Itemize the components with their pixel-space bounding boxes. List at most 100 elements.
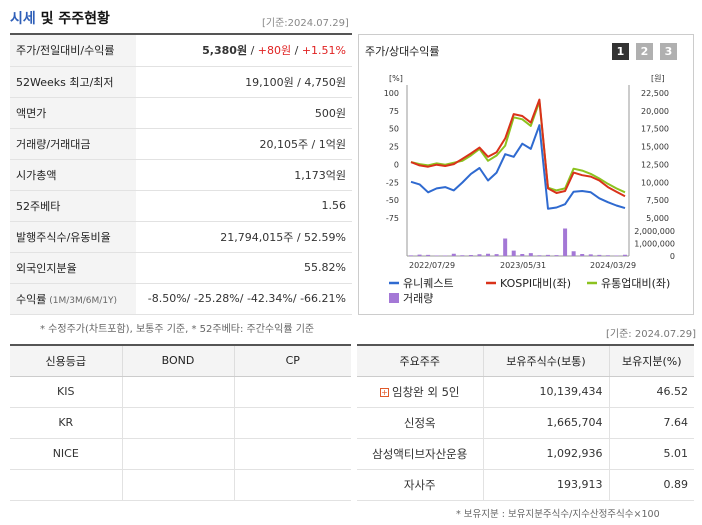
holders-header-row: 주요주주 보유주식수(보통) 보유지분(%) xyxy=(357,346,694,377)
volume-bar xyxy=(443,255,448,256)
volume-tick-label: 2,000,000 xyxy=(634,227,675,236)
volume-bar xyxy=(605,255,610,256)
table-row: 삼성액티브자산운용 1,092,936 5.01 xyxy=(357,438,694,470)
volume-bar xyxy=(571,251,576,256)
y-left-tick-label: 25 xyxy=(389,143,399,152)
series-line xyxy=(410,98,626,198)
table-row xyxy=(10,469,351,501)
volume-bar xyxy=(494,254,499,256)
y-right-unit: [원] xyxy=(651,74,665,83)
y-left-tick-label: -25 xyxy=(386,178,399,187)
table-row: KIS xyxy=(10,376,351,408)
holders-footnote: * 보유지분 : 보유지분주식수/지수산정주식수×100 xyxy=(456,509,660,520)
chart-title: 주가/상대수익률 xyxy=(365,45,440,58)
price-chart: [%] [원] 100 75 50 25 0 -25 -50 -75 22,500 20,000 17,… xyxy=(384,74,675,305)
volume-bar xyxy=(417,254,422,256)
x-tick-label: 2023/05/31 xyxy=(500,261,546,270)
legend-label: KOSPI대비(좌) xyxy=(500,277,571,290)
y-left-unit: [%] xyxy=(389,74,403,83)
holders-rule xyxy=(357,344,694,346)
expand-plus-icon[interactable]: + xyxy=(379,387,389,397)
summary-row-volume: 거래량/거래대금 20,105주 / 1억원 xyxy=(10,128,352,160)
y-left-tick-label: 0 xyxy=(394,160,399,169)
holders-base-date: [기준: 2024.07.29] xyxy=(606,329,697,340)
legend-label: 유니퀘스트 xyxy=(403,277,454,290)
summary-row-foreign: 외국인지분율 55.82% xyxy=(10,252,352,284)
y-right-tick-label: 12,500 xyxy=(641,160,669,169)
volume-bar xyxy=(511,250,516,256)
legend-swatch xyxy=(389,293,399,303)
summary-row-par: 액면가 500원 xyxy=(10,97,352,129)
volume-bar xyxy=(528,253,533,256)
table-row: 신정옥 1,665,704 7.64 xyxy=(357,407,694,439)
summary-row-returns: 수익률 (1M/3M/6M/1Y) -8.50%/ -25.28%/ -42.3… xyxy=(10,283,352,315)
value-price: 5,380원 / +80원 / +1.51% xyxy=(136,35,352,67)
volume-bar xyxy=(580,254,585,256)
volume-bar xyxy=(520,254,525,256)
volume-tick-label: 1,000,000 xyxy=(634,240,675,249)
volume-bar xyxy=(409,255,413,256)
volume-bar xyxy=(451,253,456,256)
y-right-tick-label: 5,000 xyxy=(646,214,669,223)
summary-row-52w: 52Weeks 최고/최저 19,100원 / 4,750원 xyxy=(10,66,352,98)
legend-label: 거래량 xyxy=(403,292,433,305)
volume-bar xyxy=(563,228,568,256)
price-change: +80원 xyxy=(257,44,292,58)
y-left-tick-label: 100 xyxy=(384,89,399,98)
section-title: 시세 및 주주현황 xyxy=(10,11,110,27)
major-shareholders-table: 주요주주 보유주식수(보통) 보유지분(%) + 임창완 외 5인 10,139,… xyxy=(357,346,694,501)
chart-tab-3[interactable]: 3 xyxy=(660,43,677,60)
top-rule xyxy=(10,33,352,35)
label-price: 주가/전일대비/수익률 xyxy=(10,35,136,67)
volume-bar xyxy=(537,255,542,256)
series-line xyxy=(410,100,626,194)
y-left-tick-label: 50 xyxy=(389,125,399,134)
y-left-tick-label: 75 xyxy=(389,107,399,116)
volume-bar xyxy=(426,254,431,256)
chart-panel: 주가/상대수익률 1 2 3 [%] [원] 100 75 50 25 0 -25 -50 -75… xyxy=(358,34,694,315)
table-row: + 임창완 외 5인 10,139,434 46.52 xyxy=(357,376,694,408)
chart-tab-2[interactable]: 2 xyxy=(636,43,653,60)
volume-bar xyxy=(597,254,602,256)
x-tick-label: 2024/03/29 xyxy=(590,261,636,270)
price-summary-table: 주가/전일대비/수익률 5,380원 / +80원 / +1.51% 52Wee… xyxy=(10,35,352,315)
volume-bar xyxy=(468,255,473,256)
x-tick-label: 2022/07/29 xyxy=(409,261,455,270)
volume-bar xyxy=(486,253,491,256)
y-right-tick-label: 10,000 xyxy=(641,178,669,187)
volume-bar xyxy=(477,254,482,256)
volume-bar xyxy=(554,255,559,256)
y-left-tick-label: -50 xyxy=(386,196,399,205)
legend-label: 유통업대비(좌) xyxy=(601,277,670,290)
summary-row-shares: 발행주식수/유동비율 21,794,015주 / 52.59% xyxy=(10,221,352,253)
table-row: KR xyxy=(10,407,351,439)
summary-row-price: 주가/전일대비/수익률 5,380원 / +80원 / +1.51% xyxy=(10,35,352,67)
volume-tick-label: 0 xyxy=(670,252,675,261)
volume-bar xyxy=(623,254,627,256)
y-right-tick-label: 17,500 xyxy=(641,125,669,134)
volume-bar xyxy=(545,254,550,256)
y-right-tick-label: 20,000 xyxy=(641,107,669,116)
summary-row-beta: 52주베타 1.56 xyxy=(10,190,352,222)
returns-value: -8.50%/ -25.28%/ -42.34%/ -66.21% xyxy=(136,283,352,315)
credit-rule xyxy=(10,344,351,346)
volume-bar xyxy=(614,255,619,256)
table-row: 자사주 193,913 0.89 xyxy=(357,469,694,501)
volume-bar xyxy=(460,255,465,256)
summary-footnote: * 수정주가(차트포함), 보통주 기준, * 52주베타: 주간수익률 기준 xyxy=(40,324,315,335)
base-date: [기준:2024.07.29] xyxy=(262,18,349,29)
y-left-tick-label: -75 xyxy=(386,214,399,223)
current-price: 5,380원 xyxy=(202,44,248,58)
credit-header-row: 신용등급 BOND CP xyxy=(10,346,351,377)
volume-bar xyxy=(503,238,508,256)
chart-tab-1[interactable]: 1 xyxy=(612,43,629,60)
volume-bar xyxy=(434,255,439,256)
summary-row-mcap: 시가총액 1,173억원 xyxy=(10,159,352,191)
series-line xyxy=(410,124,626,210)
credit-rating-table: 신용등급 BOND CP KIS KR NICE xyxy=(10,346,351,501)
price-rate: +1.51% xyxy=(301,44,346,58)
y-right-tick-label: 15,000 xyxy=(641,143,669,152)
y-right-tick-label: 7,500 xyxy=(646,196,669,205)
table-row: NICE xyxy=(10,438,351,470)
y-right-tick-label: 22,500 xyxy=(641,89,669,98)
